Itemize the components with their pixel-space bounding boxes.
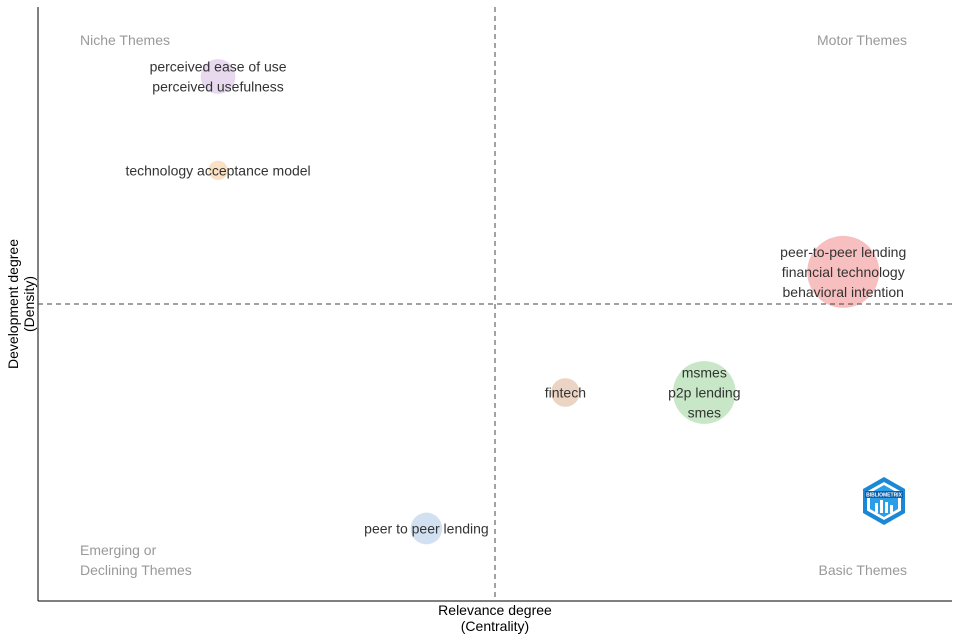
bubble-cluster-4 xyxy=(410,512,443,545)
x-axis-title: Relevance degree xyxy=(438,602,552,618)
chart-frame xyxy=(37,7,952,602)
bubble-label: msmes xyxy=(682,365,727,381)
bubble-cluster-2 xyxy=(672,361,736,424)
quadrant-label-basic: Basic Themes xyxy=(819,562,907,578)
y-axis-title: Development degree xyxy=(5,239,21,369)
bubble-cluster-3 xyxy=(551,378,580,407)
quadrant-label-niche: Niche Themes xyxy=(80,32,170,48)
bubble-label: peer to peer lending xyxy=(364,521,489,537)
logo-text: BIBLIOMETRIX xyxy=(866,493,902,499)
bubble-layer xyxy=(200,59,880,545)
bubble-label: perceived ease of use xyxy=(150,58,287,74)
bubble-label: p2p lending xyxy=(668,385,740,401)
bubble-label: financial technology xyxy=(782,264,905,280)
quadrant-label-motor: Motor Themes xyxy=(817,32,907,48)
bubble-label: technology acceptance model xyxy=(125,162,310,178)
quadrant-label-emerging: Emerging or xyxy=(80,542,157,558)
bibliometrix-logo: BIBLIOMETRIX xyxy=(863,477,905,525)
bubble-label: perceived usefulness xyxy=(152,78,284,94)
bubble-label: fintech xyxy=(545,385,586,401)
bubble-cluster-6 xyxy=(208,160,228,181)
bubble-label: smes xyxy=(688,405,721,421)
y-axis-subtitle: (Density) xyxy=(21,276,37,332)
x-axis-subtitle: (Centrality) xyxy=(461,618,529,634)
bubble-cluster-5 xyxy=(200,59,236,94)
quadrant-label-declining: Declining Themes xyxy=(80,562,192,578)
cluster-label-layer: peer-to-peer lending financial technology… xyxy=(125,58,906,536)
bubble-label: peer-to-peer lending xyxy=(780,244,906,260)
bubble-cluster-1 xyxy=(807,235,880,308)
bubble-label: behavioral intention xyxy=(783,284,904,300)
